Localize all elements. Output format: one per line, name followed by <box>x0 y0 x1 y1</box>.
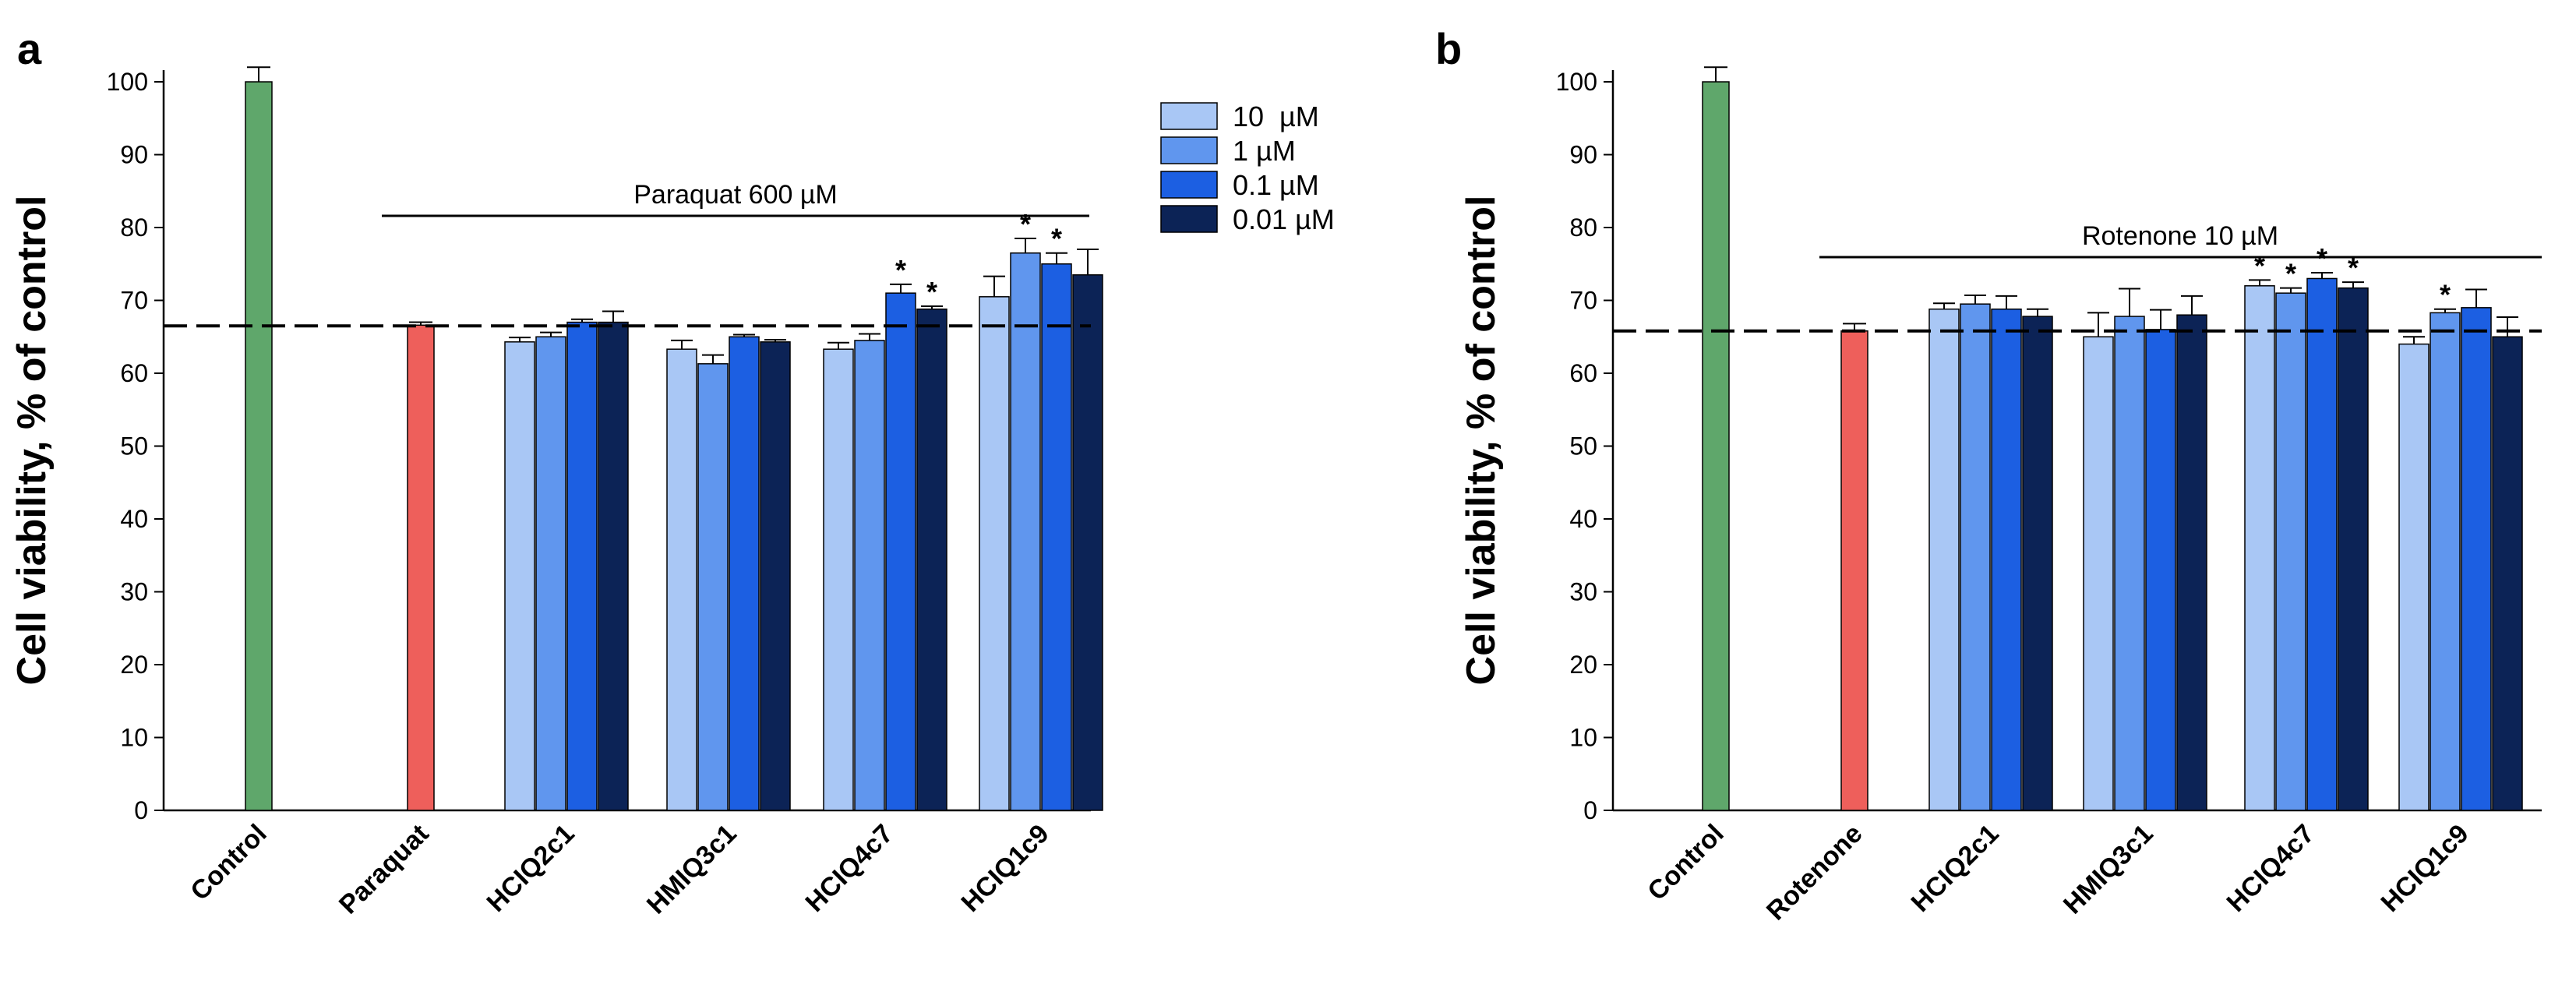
y-tick-label: 70 <box>1569 287 1597 315</box>
bar-hciq4c7-series-0 <box>823 348 854 811</box>
y-axis-label: Cell viability, % of control <box>1459 196 1504 686</box>
bar-hciq1c9-series-1 <box>1010 252 1041 811</box>
x-tick-label: HCIQ4c7 <box>2221 819 2320 918</box>
bar-hciq4c7-series-3 <box>916 308 947 811</box>
x-tick-label: HCIQ2c1 <box>1906 819 2005 918</box>
y-tick-label: 90 <box>120 141 148 169</box>
bar-hciq4c7-series-1 <box>2275 292 2306 811</box>
bar-hciq1c9-series-3 <box>1072 274 1103 811</box>
y-tick-label: 60 <box>120 359 148 387</box>
bar-hciq4c7-series-0 <box>2244 285 2275 811</box>
legend-label: 0.1 µM <box>1233 169 1319 201</box>
y-tick-label: 0 <box>1583 796 1597 824</box>
bar-hmiq3c1-series-2 <box>2145 329 2176 811</box>
y-tick-label: 70 <box>120 287 148 315</box>
panel-letter: a <box>17 24 42 73</box>
y-tick-label: 30 <box>120 578 148 606</box>
x-tick-label: HCIQ1c9 <box>2376 819 2475 918</box>
y-tick-label: 80 <box>120 213 148 242</box>
treatment-label: Rotenone 10 µM <box>2082 221 2278 251</box>
significance-star: * <box>895 254 906 286</box>
bar-hciq2c1-series-3 <box>2022 316 2053 811</box>
bar-hmiq3c1-series-1 <box>2114 316 2145 811</box>
bar-hciq4c7-series-3 <box>2338 287 2369 811</box>
panel-a: a 0 10 20 30 40 50 60 70 80 90 100 Cell viability, %… <box>9 24 1103 920</box>
bar-hmiq3c1-series-1 <box>697 363 729 811</box>
bar-hciq2c1-series-2 <box>566 321 598 811</box>
y-tick-label: 40 <box>120 505 148 533</box>
y-tick-label: 10 <box>1569 724 1597 752</box>
legend-label: 0.01 µM <box>1233 203 1335 235</box>
y-tick-label: 100 <box>1556 68 1597 96</box>
bar-paraquat <box>407 324 435 811</box>
bar-rotenone <box>1840 330 1868 811</box>
y-tick-label: 10 <box>120 724 148 752</box>
significance-star: * <box>2440 279 2451 311</box>
significance-star: * <box>1051 223 1062 255</box>
legend-label: 10 µM <box>1233 101 1319 132</box>
bar-hmiq3c1-series-3 <box>2176 314 2207 811</box>
bar-hciq1c9-series-1 <box>2430 312 2461 811</box>
legend-label: 1 µM <box>1233 135 1296 167</box>
significance-star: * <box>926 276 937 308</box>
bar-hciq4c7-series-2 <box>2306 277 2338 811</box>
bar-hciq1c9-series-0 <box>979 296 1010 811</box>
y-tick-label: 50 <box>120 432 148 461</box>
legend-swatch <box>1160 205 1218 233</box>
x-tick-label: HCIQ4c7 <box>800 819 899 918</box>
bar-hciq1c9-series-0 <box>2398 343 2430 811</box>
bar-hciq2c1-series-3 <box>598 321 629 811</box>
bar-hciq4c7-series-2 <box>885 292 916 811</box>
significance-star: * <box>2254 249 2265 281</box>
x-tick-label: HCIQ2c1 <box>482 819 580 918</box>
bar-hciq4c7-series-1 <box>854 340 885 811</box>
y-tick-label: 50 <box>1569 432 1597 461</box>
treatment-label: Paraquat 600 µM <box>633 180 838 210</box>
y-tick-label: 100 <box>107 68 148 96</box>
bar-hciq2c1-series-1 <box>535 336 566 811</box>
panel-b: b 0 10 20 30 40 50 60 70 80 90 100 Cell viability, %… <box>1435 24 2542 926</box>
y-tick-label: 40 <box>1569 505 1597 533</box>
y-axis-label: Cell viability, % of control <box>9 196 55 686</box>
x-tick-label: HCIQ1c9 <box>956 819 1055 918</box>
panel-letter: b <box>1435 24 1462 73</box>
bar-hciq2c1-series-2 <box>1991 308 2022 811</box>
y-tick-label: 60 <box>1569 359 1597 387</box>
bar-control <box>1702 81 1730 811</box>
legend-swatch <box>1160 102 1218 130</box>
y-tick-label: 30 <box>1569 578 1597 606</box>
significance-star: * <box>1020 208 1031 240</box>
legend: 10 µM1 µM0.1 µM0.01 µM <box>1160 101 1335 235</box>
y-tick-label: 20 <box>1569 651 1597 679</box>
x-tick-label: HMIQ3c1 <box>641 819 743 920</box>
bar-hciq2c1-series-0 <box>1928 308 1960 811</box>
x-tick-label: Control <box>1642 819 1729 906</box>
x-tick-label: Control <box>185 819 272 906</box>
bar-hciq2c1-series-1 <box>1960 303 1991 811</box>
bar-hciq1c9-series-3 <box>2492 336 2523 811</box>
bar-control <box>245 81 273 811</box>
y-tick-label: 0 <box>134 796 148 824</box>
bar-hciq2c1-series-0 <box>504 341 535 811</box>
y-tick-label: 90 <box>1569 141 1597 169</box>
y-tick-label: 80 <box>1569 213 1597 242</box>
x-tick-label: Rotenone <box>1761 819 1868 926</box>
significance-star: * <box>2348 252 2359 284</box>
x-tick-label: HMIQ3c1 <box>2058 819 2159 920</box>
bar-hmiq3c1-series-3 <box>760 341 791 811</box>
legend-swatch <box>1160 136 1218 164</box>
bar-hmiq3c1-series-0 <box>2083 336 2114 811</box>
bar-hciq1c9-series-2 <box>2461 307 2492 811</box>
y-tick-label: 20 <box>120 651 148 679</box>
legend-swatch <box>1160 171 1218 199</box>
bar-hciq1c9-series-2 <box>1041 263 1072 811</box>
bar-hmiq3c1-series-2 <box>729 336 760 811</box>
significance-star: * <box>2285 258 2296 290</box>
bar-hmiq3c1-series-0 <box>666 348 697 811</box>
x-tick-label: Paraquat <box>333 819 435 920</box>
